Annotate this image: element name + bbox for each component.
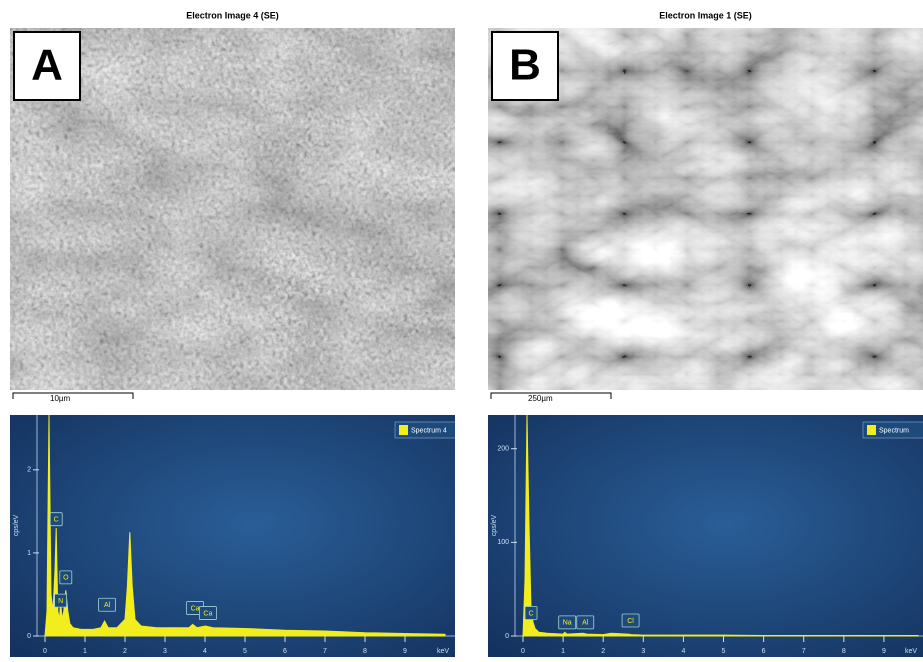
y-axis-label: cps/eV — [13, 514, 20, 536]
y-tick-label: 2 — [27, 467, 31, 474]
peak-label: Ca — [191, 605, 200, 612]
scale-bar — [13, 393, 133, 399]
y-axis-label: cps/eV — [491, 514, 498, 536]
x-tick-label: 0 — [43, 648, 47, 655]
peak-label: Al — [582, 620, 589, 627]
x-tick-label: 3 — [641, 648, 645, 655]
spectrum-background — [488, 415, 923, 657]
x-tick-label: 4 — [681, 648, 685, 655]
y-tick-label: 100 — [497, 539, 509, 546]
x-tick-label: 1 — [83, 648, 87, 655]
x-tick-label: 9 — [403, 648, 407, 655]
x-tick-label: 3 — [163, 648, 167, 655]
spectrum-background — [10, 415, 455, 657]
legend-label: Spectrum 4 — [411, 427, 447, 434]
x-axis-unit: keV — [905, 648, 917, 655]
x-tick-label: 0 — [521, 648, 525, 655]
x-tick-label: 6 — [283, 648, 287, 655]
peak-label: C — [528, 610, 533, 617]
peak-label: Al — [104, 602, 111, 609]
figure: Electron Image 4 (SE) A 10µm 0 1 2 0 1 2 3 4 5 6 7 8 9 k… — [0, 0, 923, 657]
legend-label: Spectrum — [879, 427, 909, 434]
y-tick-label: 0 — [505, 633, 509, 640]
x-tick-label: 9 — [882, 648, 886, 655]
x-tick-label: 7 — [802, 648, 806, 655]
panel-label: B — [509, 41, 541, 90]
x-axis-unit: keV — [437, 648, 449, 655]
x-tick-label: 8 — [842, 648, 846, 655]
x-tick-label: 7 — [323, 648, 327, 655]
x-tick-label: 8 — [363, 648, 367, 655]
scale-bar-label: 10µm — [50, 394, 71, 403]
image-title: Electron Image 4 (SE) — [186, 10, 279, 20]
peak-label: Ca — [203, 610, 212, 617]
panel-label: A — [31, 41, 63, 90]
peak-label: Cl — [627, 618, 634, 625]
x-tick-label: 5 — [722, 648, 726, 655]
y-tick-label: 1 — [27, 550, 31, 557]
peak-label: O — [63, 575, 69, 582]
peak-label: N — [58, 598, 63, 605]
x-tick-label: 1 — [561, 648, 565, 655]
x-tick-label: 6 — [762, 648, 766, 655]
scale-bar-label: 250µm — [528, 394, 553, 403]
x-tick-label: 5 — [243, 648, 247, 655]
legend-swatch — [867, 425, 876, 435]
x-tick-label: 2 — [601, 648, 605, 655]
x-tick-label: 4 — [203, 648, 207, 655]
legend-swatch — [399, 425, 408, 435]
y-tick-label: 0 — [27, 633, 31, 640]
image-title: Electron Image 1 (SE) — [659, 10, 752, 20]
x-tick-label: 2 — [123, 648, 127, 655]
y-tick-label: 200 — [497, 446, 509, 453]
peak-label: C — [54, 517, 59, 524]
peak-label: Na — [563, 620, 572, 627]
